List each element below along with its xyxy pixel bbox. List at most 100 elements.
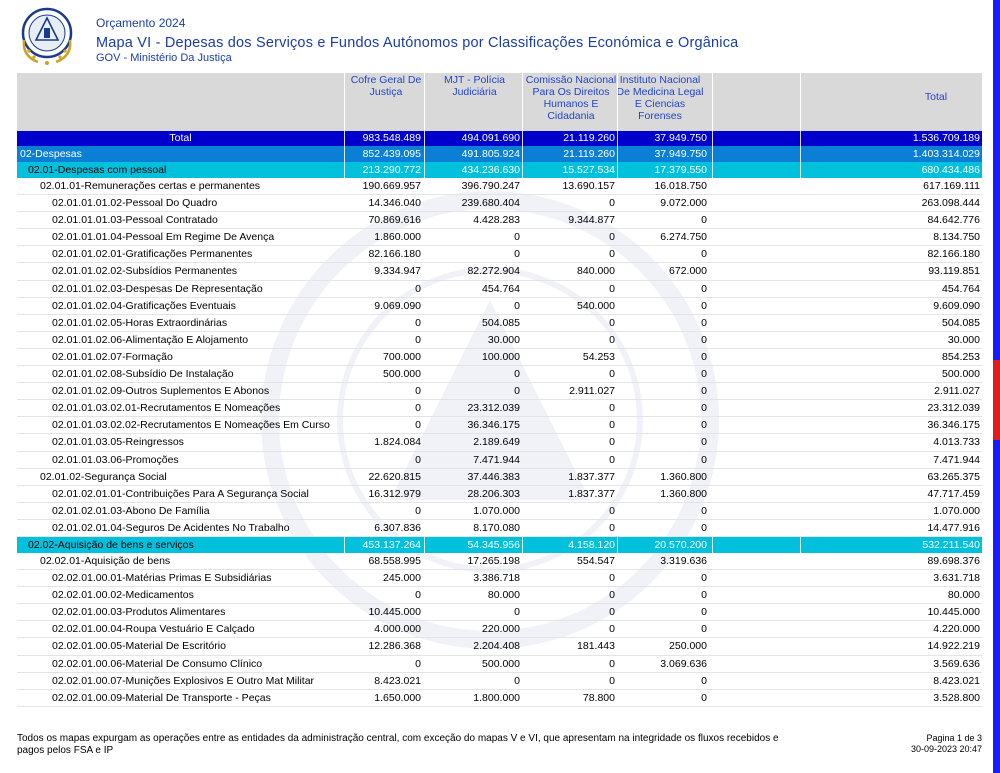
cell-value: 54.253 bbox=[582, 350, 615, 363]
row-label: 02.02.01.00.09-Material De Transporte - … bbox=[52, 691, 271, 704]
table-row: 02.01.01.03.02.01-Recrutamentos E Nomeaç… bbox=[17, 400, 982, 418]
table-row: 02.01.01.02.08-Subsídio De Instalação 500… bbox=[17, 366, 982, 384]
cell-value: 852.439.095 bbox=[362, 148, 421, 160]
cell-value: 680.434.486 bbox=[921, 164, 980, 176]
row-label: Total bbox=[169, 132, 192, 144]
cell-value: 672.000 bbox=[669, 265, 707, 278]
cell-value: 0 bbox=[609, 436, 615, 449]
budget-table: Cofre Geral De Justiça MJT - Polícia Judi… bbox=[17, 73, 982, 707]
row-label: 02.02.01.00.02-Medicamentos bbox=[52, 589, 194, 602]
cell-value: 0 bbox=[609, 248, 615, 261]
cell-value: 434.236.630 bbox=[461, 164, 520, 176]
cell-value: 0 bbox=[609, 623, 615, 636]
cell-value: 12.286.368 bbox=[368, 640, 421, 653]
cell-value: 100.000 bbox=[482, 350, 520, 363]
cell-divider bbox=[712, 162, 713, 178]
cell-value: 0 bbox=[701, 368, 707, 381]
cell-value: 37.949.750 bbox=[654, 148, 707, 160]
cell-value: 0 bbox=[514, 248, 520, 261]
cell-value: 491.805.924 bbox=[461, 148, 520, 160]
cell-divider bbox=[344, 162, 345, 178]
cell-value: 0 bbox=[514, 368, 520, 381]
cell-value: 0 bbox=[701, 419, 707, 432]
cell-value: 250.000 bbox=[669, 640, 707, 653]
row-label: 02.01.01.03.02.01-Recrutamentos E Nomeaç… bbox=[52, 402, 281, 415]
cell-divider bbox=[800, 131, 801, 146]
footer-note: Todos os mapas expurgam as operações ent… bbox=[17, 733, 779, 756]
cell-value: 17.265.198 bbox=[467, 554, 520, 567]
cell-value: 30.000 bbox=[947, 333, 980, 346]
column-header-4: Instituto Nacional De Medicina Legal E C… bbox=[616, 74, 704, 122]
cell-value: 36.346.175 bbox=[927, 419, 980, 432]
cell-value: 0 bbox=[514, 606, 520, 619]
row-label: 02.01.01.02.08-Subsídio De Instalação bbox=[52, 368, 234, 381]
right-edge-bar bbox=[993, 0, 1000, 360]
cell-value: 190.669.957 bbox=[362, 180, 421, 192]
table-row: 02.01.01.02.09-Outros Suplementos E Abon… bbox=[17, 383, 982, 401]
table-body: Total 983.548.489 494.091.690 21.119.260 37.… bbox=[17, 131, 982, 707]
cell-value: 0 bbox=[514, 231, 520, 244]
cell-value: 10.445.000 bbox=[368, 606, 421, 619]
cell-value: 0 bbox=[609, 504, 615, 517]
cell-value: 9.072.000 bbox=[660, 197, 707, 210]
cell-value: 14.477.916 bbox=[927, 521, 980, 534]
cell-value: 0 bbox=[609, 402, 615, 415]
cell-value: 540.000 bbox=[577, 299, 615, 312]
cell-divider bbox=[712, 536, 713, 553]
row-label: 02.01.01.02.01-Gratificações Permanentes bbox=[52, 248, 253, 261]
cell-value: 532.211.540 bbox=[922, 538, 980, 551]
cell-value: 0 bbox=[609, 453, 615, 466]
cell-value: 7.471.944 bbox=[933, 453, 980, 466]
table-row: 02.01.01.03.02.02-Recrutamentos E Nomeaç… bbox=[17, 417, 982, 435]
cell-value: 0 bbox=[609, 521, 615, 534]
cell-value: 22.620.815 bbox=[368, 470, 421, 483]
cell-divider bbox=[522, 131, 523, 146]
cell-value: 0 bbox=[415, 453, 421, 466]
cell-value: 4.220.000 bbox=[933, 623, 980, 636]
print-datetime: 30-09-2023 20:47 bbox=[910, 744, 982, 754]
cell-value: 0 bbox=[701, 453, 707, 466]
cell-value: 504.085 bbox=[482, 316, 520, 329]
cell-value: 3.569.636 bbox=[933, 657, 980, 670]
cell-value: 9.069.090 bbox=[374, 299, 421, 312]
cell-value: 63.265.375 bbox=[927, 470, 980, 483]
cell-divider bbox=[522, 146, 523, 162]
table-row: 02.01.02.01.03-Abono De Família 0 1.070.00… bbox=[17, 503, 982, 520]
footer-page-info: Pagina 1 de 3 30-09-2023 20:47 bbox=[911, 733, 982, 755]
row-label: 02.01.01.03.02.02-Recrutamentos E Nomeaç… bbox=[52, 419, 330, 432]
cell-value: 454.764 bbox=[482, 282, 520, 295]
header-divider bbox=[424, 73, 425, 131]
cell-value: 0 bbox=[701, 436, 707, 449]
cell-value: 1.536.709.189 bbox=[912, 132, 980, 144]
cell-value: 37.949.750 bbox=[654, 132, 707, 144]
cell-value: 494.091.690 bbox=[461, 132, 520, 144]
cell-value: 0 bbox=[609, 657, 615, 670]
row-label: 02.01.01-Remunerações certas e permanent… bbox=[40, 180, 261, 192]
table-row: 02.02.01.00.02-Medicamentos 0 80.000 0 0 80.0… bbox=[17, 587, 982, 605]
cell-value: 1.403.314.029 bbox=[912, 148, 980, 160]
cell-value: 700.000 bbox=[383, 350, 421, 363]
cell-value: 0 bbox=[609, 282, 615, 295]
cell-divider bbox=[617, 146, 618, 162]
national-seal-icon bbox=[21, 7, 73, 65]
cell-value: 0 bbox=[514, 299, 520, 312]
cell-value: 1.650.000 bbox=[374, 691, 421, 704]
cell-value: 82.166.180 bbox=[927, 248, 980, 261]
cell-value: 93.119.851 bbox=[928, 265, 980, 278]
cell-value: 0 bbox=[609, 419, 615, 432]
row-label: 02.01.02.01.01-Contribuições Para A Segu… bbox=[52, 487, 309, 500]
cell-value: 37.446.383 bbox=[467, 470, 520, 483]
cell-value: 6.274.750 bbox=[660, 231, 707, 244]
cell-value: 16.312.979 bbox=[368, 487, 421, 500]
cell-value: 500.000 bbox=[383, 368, 421, 381]
cell-value: 82.272.904 bbox=[467, 265, 520, 278]
cell-value: 82.166.180 bbox=[368, 248, 421, 261]
row-label: 02.01.01.02.02-Subsídios Permanentes bbox=[52, 265, 238, 278]
cell-value: 500.000 bbox=[482, 657, 520, 670]
row-label: 02.02.01.00.03-Produtos Alimentares bbox=[52, 606, 226, 619]
cell-value: 14.922.219 bbox=[927, 640, 980, 653]
table-row: 02.02.01.00.07-Munições Explosivos E Out… bbox=[17, 673, 982, 690]
cell-value: 1.824.084 bbox=[374, 436, 421, 449]
cell-value: 80.000 bbox=[947, 589, 980, 602]
cell-value: 21.119.260 bbox=[563, 132, 615, 144]
